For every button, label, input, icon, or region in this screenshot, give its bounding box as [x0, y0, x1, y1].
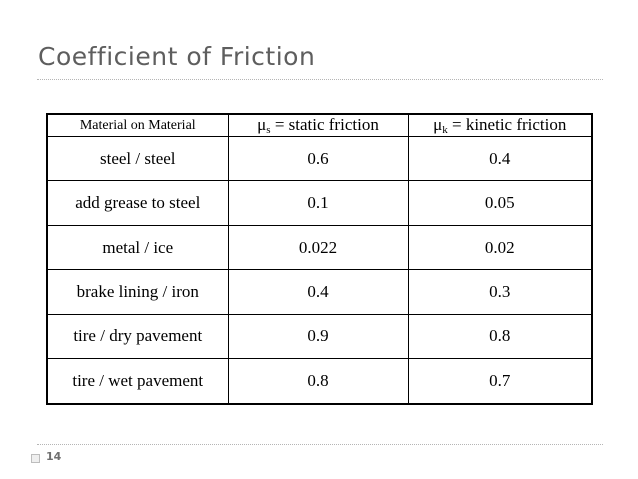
material-cell: add grease to steel — [46, 180, 229, 226]
header-kinetic-friction: μk = kinetic friction — [407, 113, 593, 137]
kinetic-value-cell: 0.3 — [407, 269, 593, 315]
material-cell: steel / steel — [46, 135, 229, 182]
table-row: add grease to steel 0.1 0.05 — [46, 180, 593, 226]
static-value-cell: 0.9 — [227, 313, 409, 360]
table-header-row: Material on Material μs = static frictio… — [46, 113, 593, 137]
static-value-cell: 0.1 — [227, 180, 409, 226]
kinetic-subscript: k — [442, 124, 448, 136]
kinetic-header-text: = kinetic friction — [447, 115, 567, 134]
kinetic-value-cell: 0.7 — [407, 358, 593, 405]
kinetic-value-cell: 0.05 — [407, 180, 593, 226]
kinetic-value-cell: 0.4 — [407, 135, 593, 182]
kinetic-value-cell: 0.02 — [407, 224, 593, 271]
static-value-cell: 0.4 — [227, 269, 409, 315]
material-cell: tire / dry pavement — [46, 313, 229, 360]
table-row: tire / dry pavement 0.9 0.8 — [46, 313, 593, 360]
material-cell: tire / wet pavement — [46, 358, 229, 405]
table-row: tire / wet pavement 0.8 0.7 — [46, 358, 593, 405]
static-header-text: = static friction — [270, 115, 379, 134]
title-divider — [37, 79, 603, 80]
page-marker-icon — [31, 454, 40, 463]
page-number: 14 — [46, 450, 62, 463]
material-cell: metal / ice — [46, 224, 229, 271]
static-subscript: s — [266, 124, 271, 136]
slide-title: Coefficient of Friction — [38, 42, 316, 71]
material-cell: brake lining / iron — [46, 269, 229, 315]
kinetic-value-cell: 0.8 — [407, 313, 593, 360]
header-static-friction: μs = static friction — [227, 113, 409, 137]
static-value-cell: 0.8 — [227, 358, 409, 405]
static-value-cell: 0.6 — [227, 135, 409, 182]
table-row: metal / ice 0.022 0.02 — [46, 224, 593, 271]
footer-divider — [37, 444, 603, 445]
static-value-cell: 0.022 — [227, 224, 409, 271]
table-row: brake lining / iron 0.4 0.3 — [46, 269, 593, 315]
mu-symbol: μ — [433, 115, 443, 134]
table-row: steel / steel 0.6 0.4 — [46, 135, 593, 182]
mu-symbol: μ — [257, 115, 267, 134]
header-material: Material on Material — [46, 113, 229, 137]
friction-table: Material on Material μs = static frictio… — [46, 113, 593, 405]
